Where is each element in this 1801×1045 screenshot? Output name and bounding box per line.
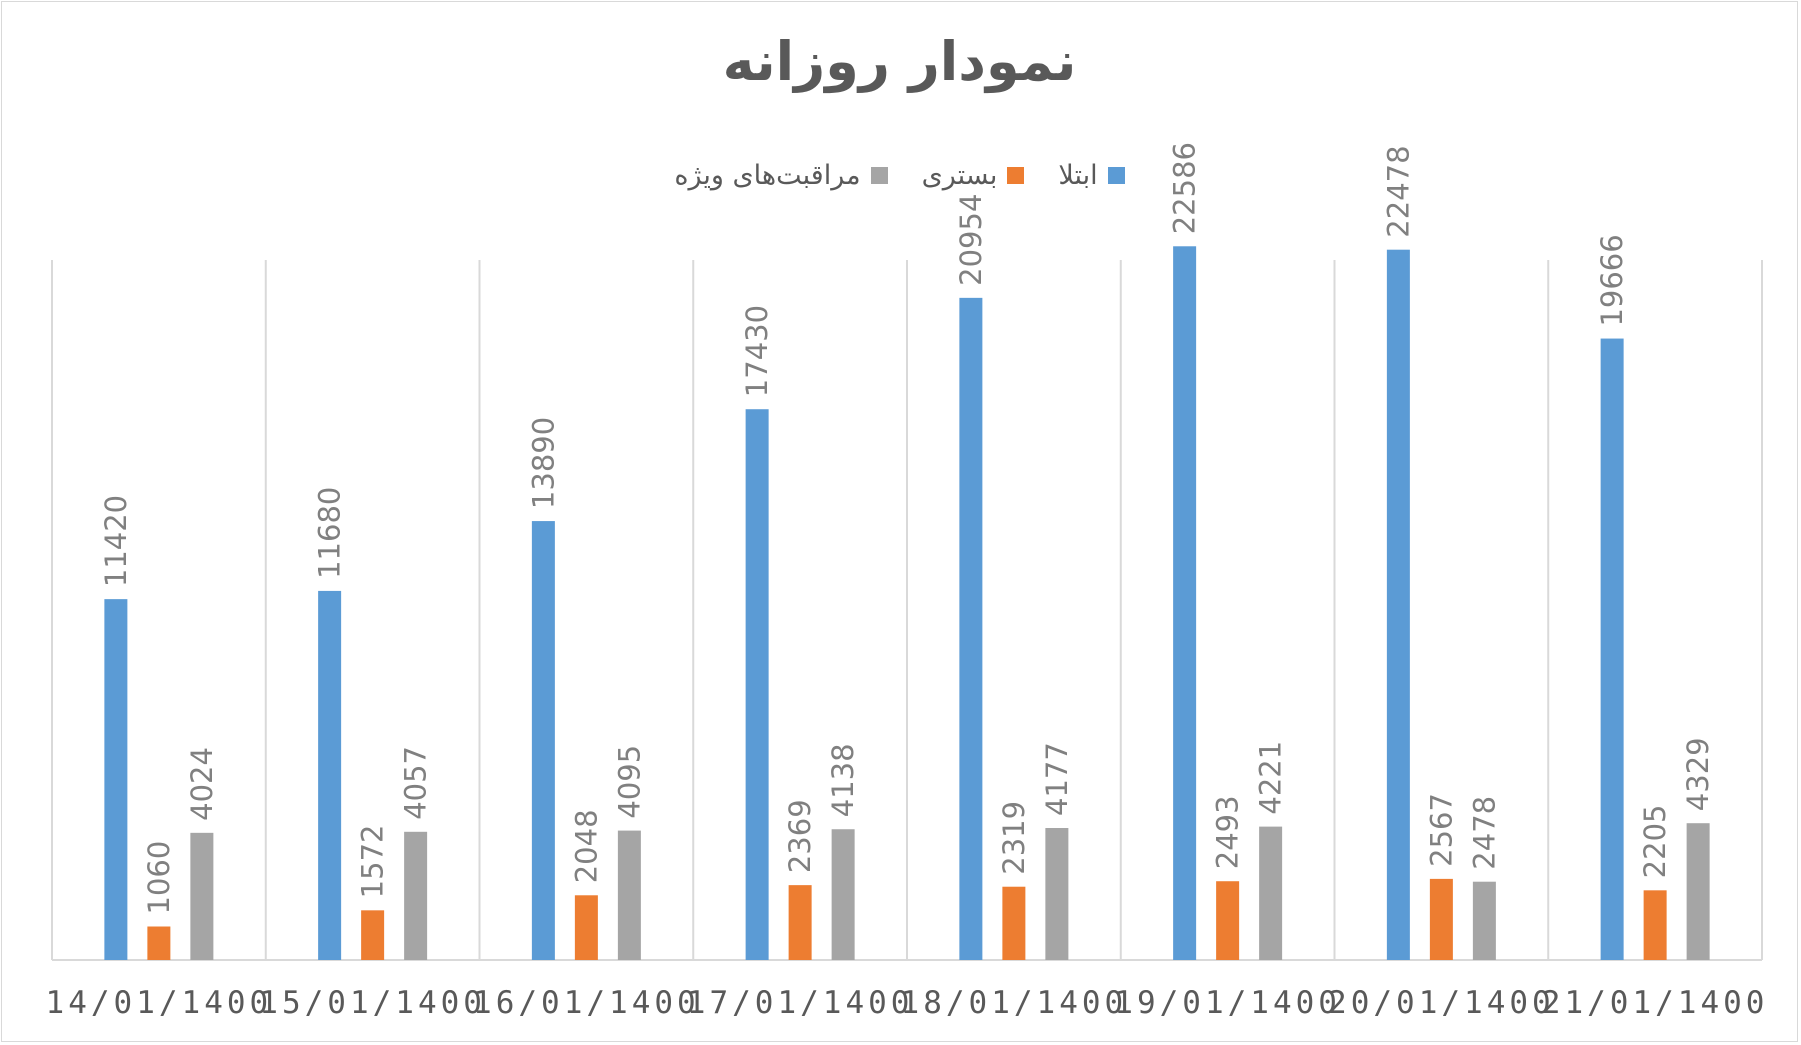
data-label: 4221 [1254,741,1288,815]
x-tick-label: 18/01/1400 [901,985,1128,1021]
bar [1045,828,1069,960]
data-label: 1572 [356,825,390,899]
legend-swatch-infection [1107,167,1125,184]
legend-label-infection: ابتلا [1058,160,1098,191]
data-label: 2567 [1424,793,1458,867]
data-label: 22586 [1168,142,1202,234]
chart-title: نمودار روزانه [722,30,1077,93]
data-label: 2319 [997,801,1031,875]
data-label: 2493 [1211,795,1245,869]
data-label: 11420 [99,495,133,587]
bar [531,521,555,960]
x-tick-label: 21/01/1400 [1542,985,1769,1021]
bar [190,832,214,960]
bar [959,297,983,960]
bar [361,910,385,960]
x-tick-label: 14/01/1400 [46,985,273,1021]
x-tick-label: 20/01/1400 [1328,985,1555,1021]
bar [1429,878,1453,960]
bar [1600,338,1624,960]
legend-item-icu: مراقبت‌های ویژه [674,160,888,191]
legend-item-infection: ابتلا [1058,160,1125,191]
bar [788,885,812,960]
bar [1386,249,1410,961]
legend-label-hospitalized: بستری [921,160,998,191]
data-label: 19666 [1595,234,1629,326]
bar [1173,246,1197,960]
data-label: 4095 [612,745,646,819]
data-label: 4177 [1040,742,1074,816]
bar [574,895,598,960]
x-tick-label: 19/01/1400 [1114,985,1341,1021]
bar [404,831,428,960]
x-tick-label: 15/01/1400 [259,985,486,1021]
data-label: 2048 [569,809,603,883]
data-label: 4329 [1681,737,1715,811]
data-label: 2478 [1467,796,1501,870]
bar [318,590,342,960]
bar [1216,881,1240,960]
data-label: 4057 [399,746,433,820]
bar [831,829,855,960]
data-label: 4024 [185,747,219,821]
x-tick-label: 17/01/1400 [687,985,914,1021]
bar [1259,826,1283,960]
data-label: 2369 [783,799,817,873]
bar [1002,886,1026,960]
bar [104,599,128,960]
bar [147,926,171,960]
data-label: 20954 [954,194,988,286]
bar [1686,823,1710,960]
legend-swatch-icu [870,167,888,184]
data-label: 2205 [1638,805,1672,879]
bar [1643,890,1667,960]
data-label: 22478 [1381,145,1415,237]
legend-item-hospitalized: بستری [922,160,1025,191]
data-label: 4138 [826,743,860,817]
data-label: 13890 [526,417,560,509]
data-label: 1060 [142,841,176,915]
data-label: 17430 [740,305,774,397]
chart-legend: ابتلا بستری مراقبت‌های ویژه [2,160,1797,191]
x-tick-label: 16/01/1400 [473,985,700,1021]
bar [617,830,641,960]
bar [745,409,769,960]
legend-swatch-hospitalized [1007,167,1025,184]
bar [1472,881,1496,960]
legend-label-icu: مراقبت‌های ویژه [674,160,861,191]
data-label: 11680 [313,487,347,579]
